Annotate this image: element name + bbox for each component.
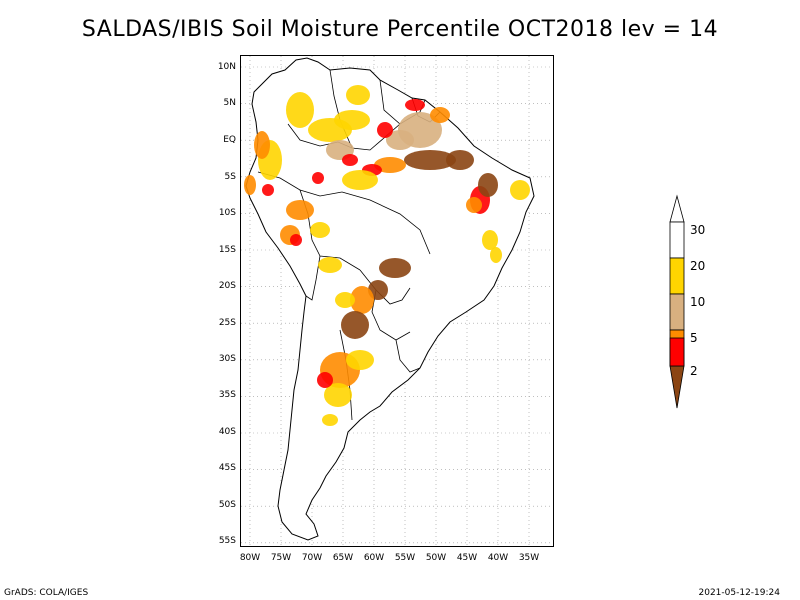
lat-label-25s: 25S: [218, 318, 236, 328]
percentile-patch: [286, 92, 314, 128]
percentile-patch: [346, 350, 374, 370]
lat-label-5s: 5S: [224, 172, 236, 182]
percentile-shading: [244, 85, 530, 426]
percentile-patch: [466, 197, 482, 213]
percentile-patch: [374, 157, 406, 173]
percentile-patch: [446, 150, 474, 170]
percentile-patch: [482, 230, 498, 250]
percentile-patch: [262, 184, 274, 196]
legend-label-10: 10: [690, 295, 706, 309]
percentile-patch: [312, 172, 324, 184]
percentile-patch: [510, 180, 530, 200]
lat-label-30s: 30S: [218, 354, 236, 364]
percentile-patch: [334, 110, 370, 130]
percentile-patch: [342, 170, 378, 190]
lat-label-50s: 50S: [218, 500, 236, 510]
legend-box-0-2: [669, 337, 685, 367]
lon-label-80w: 80W: [239, 553, 261, 563]
percentile-patch: [318, 257, 342, 273]
lon-label-65w: 65W: [332, 553, 354, 563]
lon-label-55w: 55W: [394, 553, 416, 563]
percentile-patch: [379, 258, 411, 278]
legend-label-20: 20: [690, 259, 706, 273]
legend-label-30: 30: [690, 223, 706, 237]
percentile-patch: [317, 372, 333, 388]
percentile-patch: [346, 85, 370, 105]
lat-label-15s: 15S: [218, 245, 236, 255]
legend-top-arrow: [669, 194, 685, 223]
lat-label-35s: 35S: [218, 390, 236, 400]
percentile-patch: [290, 234, 302, 246]
percentile-patch: [490, 247, 502, 263]
percentile-patch: [342, 154, 358, 166]
colorbar-legend: [669, 194, 685, 409]
percentile-patch: [350, 286, 374, 314]
percentile-patch: [324, 383, 352, 407]
percentile-patch: [478, 173, 498, 197]
percentile-patch: [404, 150, 456, 170]
legend-label-5: 5: [690, 331, 698, 345]
percentile-patch: [286, 200, 314, 220]
footer-timestamp: 2021-05-12-19:24: [698, 588, 781, 598]
legend-label-2: 2: [690, 364, 698, 378]
lat-label-40s: 40S: [218, 427, 236, 437]
percentile-patch: [310, 222, 330, 238]
legend-bottom-arrow: [669, 365, 685, 409]
footer-credit: GrADS: COLA/IGES: [4, 588, 89, 598]
lon-label-40w: 40W: [487, 553, 509, 563]
map-title: SALDAS/IBIS Soil Moisture Percentile OCT…: [81, 17, 719, 42]
lon-label-75w: 75W: [270, 553, 292, 563]
legend-box-5-10: [669, 293, 685, 331]
lat-label-10n: 10N: [217, 62, 236, 72]
lat-label-45s: 45S: [218, 463, 236, 473]
percentile-patch: [377, 122, 393, 138]
lon-label-70w: 70W: [301, 553, 323, 563]
percentile-patch: [254, 131, 270, 159]
percentile-patch: [335, 292, 355, 308]
lat-label-10s: 10S: [218, 208, 236, 218]
percentile-patch: [244, 175, 256, 195]
lat-label-20s: 20S: [218, 281, 236, 291]
percentile-patch: [430, 107, 450, 123]
legend-box-10-20: [669, 257, 685, 295]
percentile-patch: [322, 414, 338, 426]
percentile-patch: [405, 99, 425, 111]
legend-box-20-30: [669, 221, 685, 259]
lat-label-55s: 55S: [218, 536, 236, 546]
lon-label-50w: 50W: [425, 553, 447, 563]
percentile-patch: [341, 311, 369, 339]
lon-label-45w: 45W: [456, 553, 478, 563]
lat-label-5n: 5N: [223, 98, 236, 108]
percentile-patch: [386, 130, 414, 150]
lat-label-eq: EQ: [223, 135, 236, 145]
lon-label-35w: 35W: [518, 553, 540, 563]
lon-label-60w: 60W: [363, 553, 385, 563]
